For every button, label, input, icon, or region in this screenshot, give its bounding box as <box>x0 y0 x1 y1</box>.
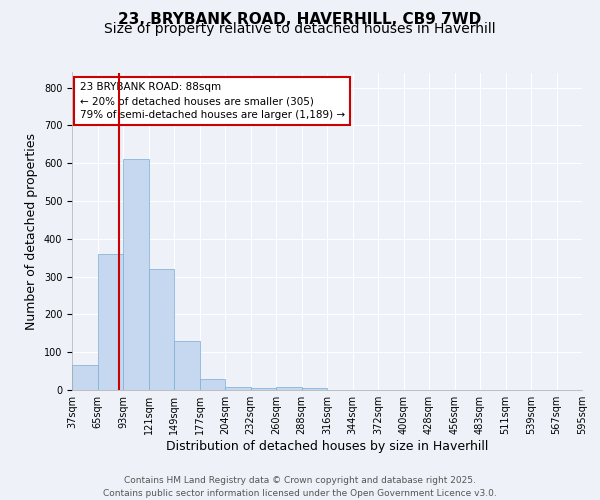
Text: Size of property relative to detached houses in Haverhill: Size of property relative to detached ho… <box>104 22 496 36</box>
Text: 23 BRYBANK ROAD: 88sqm
← 20% of detached houses are smaller (305)
79% of semi-de: 23 BRYBANK ROAD: 88sqm ← 20% of detached… <box>80 82 345 120</box>
X-axis label: Distribution of detached houses by size in Haverhill: Distribution of detached houses by size … <box>166 440 488 453</box>
Bar <box>276 387 302 390</box>
Y-axis label: Number of detached properties: Number of detached properties <box>25 132 38 330</box>
Bar <box>72 366 97 390</box>
Text: 23, BRYBANK ROAD, HAVERHILL, CB9 7WD: 23, BRYBANK ROAD, HAVERHILL, CB9 7WD <box>118 12 482 28</box>
Bar <box>199 380 225 390</box>
Bar <box>225 387 251 390</box>
Text: Contains HM Land Registry data © Crown copyright and database right 2025.
Contai: Contains HM Land Registry data © Crown c… <box>103 476 497 498</box>
Bar <box>302 388 327 390</box>
Bar <box>123 160 149 390</box>
Bar <box>97 254 123 390</box>
Bar <box>149 269 174 390</box>
Bar <box>251 388 276 390</box>
Bar <box>174 341 199 390</box>
